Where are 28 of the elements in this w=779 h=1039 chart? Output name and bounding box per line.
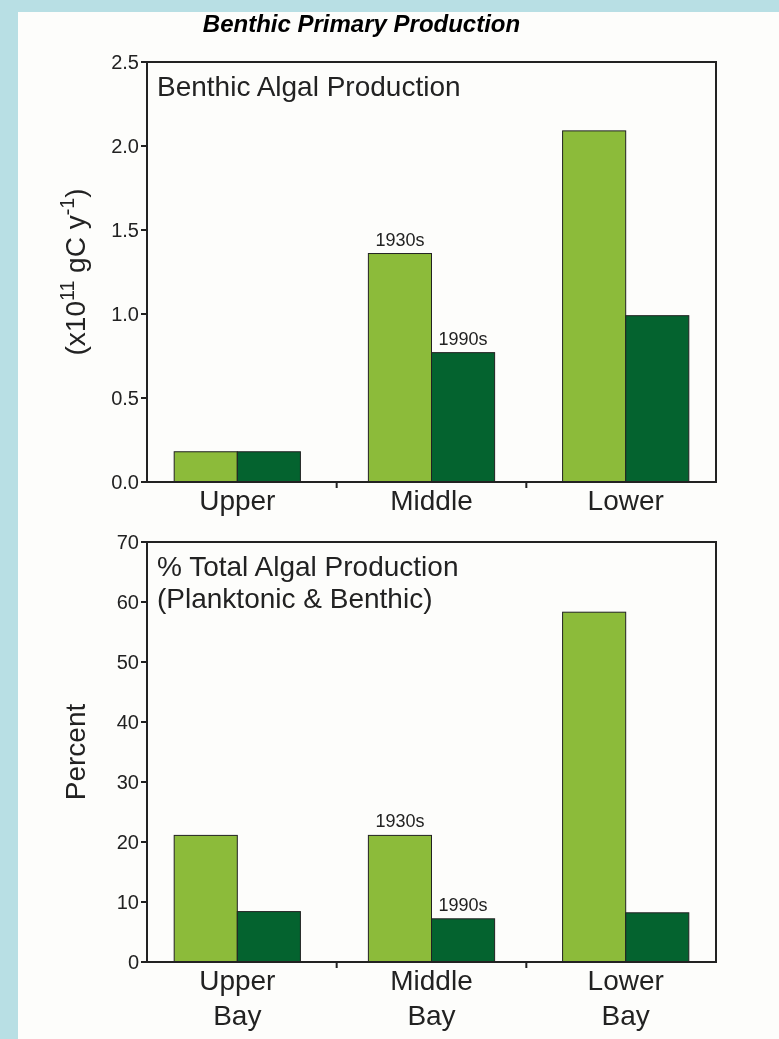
x-tick-label: Upper Bay <box>199 965 276 1031</box>
x-tick-label: Middle Bay <box>390 965 473 1031</box>
y-tick-label: 0.5 <box>111 387 139 409</box>
y-tick-label: 2.0 <box>111 135 139 157</box>
x-tick-label: Lower Bay <box>587 965 664 1031</box>
y-tick-label: 40 <box>116 711 139 733</box>
y-tick-label: 60 <box>116 591 139 613</box>
chart-title: Benthic Primary Production <box>202 10 521 37</box>
text: % Total Algal Production (Planktonic & Benthic) <box>157 551 459 614</box>
x-tick-label: Upper <box>199 485 276 516</box>
y-tick-label: 10 <box>116 891 139 913</box>
y-tick-label: 2.5 <box>111 51 139 73</box>
annotation: 1990s <box>438 328 488 349</box>
y-tick-label: 20 <box>116 831 139 853</box>
x-tick-label: Middle <box>390 485 473 516</box>
chart-subtitle: Benthic Algal Production <box>157 71 461 102</box>
y-tick-label: 0 <box>127 951 139 973</box>
annotation: 1930s <box>375 229 425 250</box>
y-tick-label: 30 <box>116 771 139 793</box>
y-tick-label: 0.0 <box>111 471 139 493</box>
y-tick-label: 1.0 <box>111 303 139 325</box>
y-axis-title: Percent <box>60 703 91 801</box>
y-tick-label: 70 <box>116 531 139 553</box>
y-tick-label: 50 <box>116 651 139 673</box>
annotation: 1990s <box>438 894 488 915</box>
annotation: 1930s <box>375 811 425 832</box>
y-tick-label: 1.5 <box>111 219 139 241</box>
x-tick-label: Lower <box>587 485 664 516</box>
